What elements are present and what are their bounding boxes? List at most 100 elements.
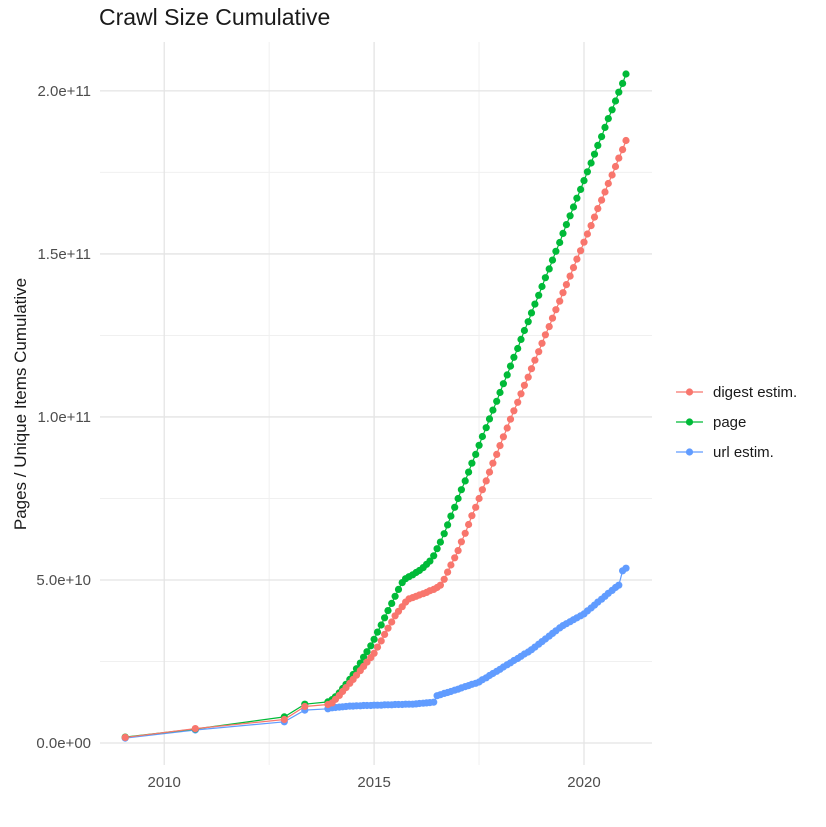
data-point	[598, 133, 606, 141]
data-point	[590, 150, 599, 158]
data-point	[384, 607, 392, 615]
data-point	[622, 564, 630, 572]
data-point	[388, 618, 396, 626]
legend-key-glyph	[676, 418, 703, 426]
legend-key-url-estim-icon	[676, 446, 703, 458]
data-point	[514, 344, 522, 353]
data-point	[457, 538, 465, 546]
data-point	[538, 282, 546, 291]
data-point	[559, 229, 567, 237]
data-point	[569, 203, 578, 211]
data-point	[373, 628, 382, 636]
data-point	[475, 441, 483, 449]
series-digest-estim	[121, 136, 630, 742]
y-tick-label: 0.0e+00	[36, 735, 91, 752]
data-point	[426, 557, 434, 565]
data-point	[580, 177, 588, 185]
data-point	[590, 213, 599, 221]
data-point	[121, 733, 129, 742]
data-point	[548, 314, 557, 322]
data-point	[472, 503, 480, 511]
data-point	[436, 538, 444, 546]
legend-key-glyph	[676, 388, 703, 396]
data-point	[594, 141, 602, 149]
legend-item-page: page	[676, 407, 797, 437]
data-point	[545, 323, 553, 331]
data-point	[573, 255, 581, 263]
data-point	[615, 154, 623, 162]
data-point	[619, 146, 627, 154]
legend-label: digest estim.	[713, 383, 798, 401]
data-point	[493, 450, 501, 458]
data-point	[577, 247, 585, 255]
data-point	[373, 643, 382, 651]
data-point	[506, 362, 515, 370]
data-point	[580, 238, 588, 246]
data-point	[440, 575, 448, 583]
data-point	[394, 585, 403, 594]
chart-title: Crawl Size Cumulative	[99, 4, 331, 30]
data-point	[496, 388, 504, 397]
data-point	[444, 568, 452, 576]
data-point	[611, 162, 620, 171]
axis-tick-labels: 0.0e+00 5.0e+10 1.0e+11 1.5e+11 2.0e+11 2010 2…	[36, 83, 600, 791]
data-point	[587, 222, 595, 230]
data-point	[510, 353, 518, 361]
data-point	[608, 106, 616, 114]
data-point	[562, 281, 571, 289]
data-point	[461, 529, 469, 537]
data-point	[370, 635, 378, 643]
data-point	[447, 561, 455, 569]
data-point	[514, 398, 522, 406]
legend-key-point	[685, 418, 694, 426]
data-point	[475, 494, 483, 503]
legend: digest estim. page url estim.	[676, 377, 797, 467]
data-point	[552, 306, 560, 314]
legend-key-point	[685, 388, 694, 396]
legend-label: url estim.	[713, 443, 774, 461]
data-point	[465, 520, 473, 529]
data-point	[370, 649, 378, 657]
data-point	[301, 702, 309, 711]
data-point	[493, 397, 501, 405]
data-point	[548, 256, 557, 264]
data-point	[191, 725, 199, 733]
data-point	[559, 289, 567, 297]
data-point	[430, 552, 438, 560]
series-page	[121, 70, 630, 741]
data-point	[454, 494, 462, 503]
data-point	[482, 477, 490, 485]
legend-label: page	[713, 413, 747, 431]
data-point	[384, 624, 392, 632]
data-point	[583, 230, 592, 238]
data-point	[430, 698, 438, 706]
data-point	[381, 614, 389, 622]
data-point	[388, 599, 396, 608]
data-point	[583, 168, 592, 176]
data-point	[524, 373, 532, 381]
data-point	[503, 424, 511, 432]
data-point	[440, 530, 448, 538]
data-point	[604, 179, 612, 188]
data-point	[598, 196, 606, 204]
data-point	[545, 265, 553, 273]
data-point	[451, 503, 459, 511]
data-point	[601, 188, 609, 196]
data-point	[573, 194, 581, 202]
y-axis-title-container: Pages / Unique Items Cumulative	[2, 42, 40, 765]
data-point	[535, 291, 543, 299]
data-point	[556, 297, 564, 305]
data-point	[527, 365, 536, 373]
legend-key-digest-estim-icon	[676, 386, 703, 398]
data-point	[594, 205, 602, 213]
data-point	[601, 123, 609, 131]
data-point	[615, 581, 623, 589]
data-point	[377, 637, 385, 645]
legend-key-point	[685, 448, 694, 456]
data-point	[608, 171, 616, 179]
data-point	[444, 521, 452, 529]
data-point	[566, 212, 574, 220]
x-tick-label: 2015	[357, 774, 390, 791]
data-point	[531, 300, 539, 308]
y-tick-label: 1.5e+11	[37, 246, 91, 263]
